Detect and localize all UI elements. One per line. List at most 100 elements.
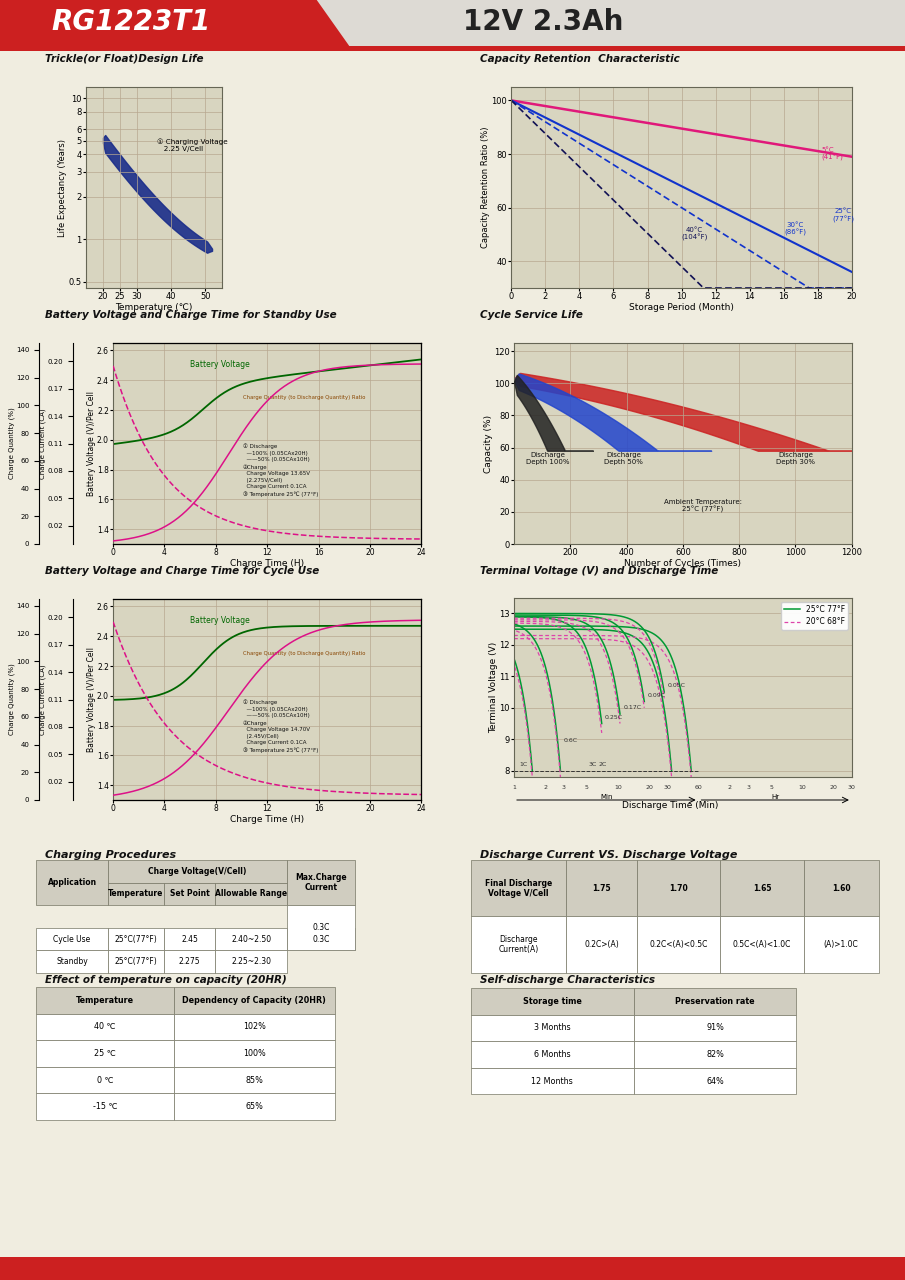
Bar [567,916,637,973]
Text: Effect of temperature on capacity (20HR): Effect of temperature on capacity (20HR) [45,975,287,986]
Bar [164,950,215,973]
Bar [634,1015,796,1042]
Bar [164,928,215,950]
Text: 1: 1 [512,785,516,790]
Y-axis label: Charge Quantity (%): Charge Quantity (%) [8,407,14,480]
Bar [471,916,567,973]
Text: 3: 3 [746,785,750,790]
Text: 0.2C<(A)<0.5C: 0.2C<(A)<0.5C [650,940,708,950]
Text: Temperature: Temperature [76,996,134,1005]
Text: Allowable Range: Allowable Range [215,890,287,899]
Text: 85%: 85% [245,1075,263,1084]
Text: Hr: Hr [771,794,779,800]
Text: 82%: 82% [706,1050,724,1059]
Bar [36,928,108,950]
Bar [215,883,287,905]
Text: Discharge
Depth 30%: Discharge Depth 30% [776,452,815,465]
Text: Cycle Use: Cycle Use [53,934,90,943]
Bar [36,987,174,1014]
Text: 30: 30 [848,785,856,790]
Bar [804,860,879,916]
Text: 25 ℃: 25 ℃ [94,1048,116,1059]
Text: 0.3C: 0.3C [312,934,329,943]
Bar [287,905,355,950]
Text: ① Charging Voltage
   2.25 V/Cell: ① Charging Voltage 2.25 V/Cell [157,138,227,152]
Text: 40 ℃: 40 ℃ [94,1023,116,1032]
Text: 1.60: 1.60 [832,883,851,893]
Legend: 25°C 77°F, 20°C 68°F: 25°C 77°F, 20°C 68°F [781,602,848,630]
Text: 3: 3 [561,785,566,790]
Text: Cycle Service Life: Cycle Service Life [480,310,583,320]
Text: ① Discharge
  —100% (0.05CAx20H)
  ——50% (0.05CAx10H)
②Charge
  Charge Voltage 1: ① Discharge —100% (0.05CAx20H) ——50% (0.… [243,699,318,753]
Text: Max.Charge
Current: Max.Charge Current [295,873,347,892]
Bar [36,1014,174,1041]
Text: Discharge
Current(A): Discharge Current(A) [499,934,538,955]
Bar [287,928,355,950]
X-axis label: Charge Time (H): Charge Time (H) [230,814,304,823]
Bar [174,1093,335,1120]
Text: 25°C
(77°F): 25°C (77°F) [833,209,854,223]
Bar [174,1066,335,1093]
Text: -15 ℃: -15 ℃ [92,1102,117,1111]
Text: 12V 2.3Ah: 12V 2.3Ah [462,8,624,36]
Text: 91%: 91% [706,1024,724,1033]
Text: 2.275: 2.275 [178,957,200,966]
Text: 2: 2 [728,785,732,790]
X-axis label: Charge Time (H): Charge Time (H) [230,558,304,567]
Text: 20: 20 [830,785,837,790]
Text: 25°C(77°F): 25°C(77°F) [114,957,157,966]
Text: 0.5C<(A)<1.0C: 0.5C<(A)<1.0C [733,940,791,950]
Text: 0.17C: 0.17C [624,705,642,710]
Text: 0.25C: 0.25C [605,714,624,719]
Bar [0,46,905,51]
Text: 1.65: 1.65 [753,883,771,893]
Bar [720,916,804,973]
Text: Discharge
Depth 50%: Discharge Depth 50% [605,452,643,465]
Text: Battery Voltage and Charge Time for Cycle Use: Battery Voltage and Charge Time for Cycl… [45,566,319,576]
Text: 100%: 100% [243,1048,265,1059]
Text: 3C: 3C [588,762,597,767]
Text: Standby: Standby [56,957,88,966]
Text: Self-discharge Characteristics: Self-discharge Characteristics [480,975,654,986]
Text: Capacity Retention  Characteristic: Capacity Retention Characteristic [480,54,680,64]
Bar [0,0,290,51]
Bar [36,1041,174,1066]
Text: 2.45: 2.45 [181,934,198,943]
Bar [215,950,287,973]
Text: 30°C
(86°F): 30°C (86°F) [785,221,806,236]
Text: RG1223T1: RG1223T1 [52,8,211,36]
Text: 10: 10 [614,785,622,790]
Text: Battery Voltage: Battery Voltage [190,616,250,625]
Text: 2C: 2C [598,762,607,767]
Text: Battery Voltage: Battery Voltage [190,360,250,369]
Text: 2.40~2.50: 2.40~2.50 [231,934,272,943]
Y-axis label: Battery Voltage (V)/Per Cell: Battery Voltage (V)/Per Cell [87,646,96,753]
Text: 5: 5 [585,785,588,790]
Text: Charge Quantity (to Discharge Quantity) Ratio: Charge Quantity (to Discharge Quantity) … [243,396,365,401]
Bar [634,1068,796,1094]
Text: Charge Quantity (to Discharge Quantity) Ratio: Charge Quantity (to Discharge Quantity) … [243,652,365,657]
Y-axis label: Charge Current (CA): Charge Current (CA) [40,664,46,735]
Text: Dependency of Capacity (20HR): Dependency of Capacity (20HR) [182,996,326,1005]
Text: 5°C
(41°F): 5°C (41°F) [821,146,843,161]
Bar [108,928,164,950]
Text: 3 Months: 3 Months [534,1024,570,1033]
Bar [36,950,108,973]
Bar [36,860,108,905]
Bar [108,883,164,905]
Bar [471,988,634,1015]
Bar [471,1015,634,1042]
Text: 0.05C: 0.05C [668,684,686,689]
Text: Min: Min [600,794,613,800]
Bar [567,860,637,916]
Text: 0.6C: 0.6C [564,739,578,744]
Y-axis label: Battery Voltage (V)/Per Cell: Battery Voltage (V)/Per Cell [87,390,96,497]
Text: 1.70: 1.70 [670,883,688,893]
Y-axis label: Capacity (%): Capacity (%) [484,415,492,472]
Y-axis label: Capacity Retention Ratio (%): Capacity Retention Ratio (%) [481,127,490,248]
Text: Preservation rate: Preservation rate [675,997,755,1006]
Y-axis label: Charge Current (CA): Charge Current (CA) [40,408,46,479]
Bar [108,860,287,883]
Text: Charge Voltage(V/Cell): Charge Voltage(V/Cell) [148,867,247,876]
Y-axis label: Terminal Voltage (V): Terminal Voltage (V) [489,641,498,733]
